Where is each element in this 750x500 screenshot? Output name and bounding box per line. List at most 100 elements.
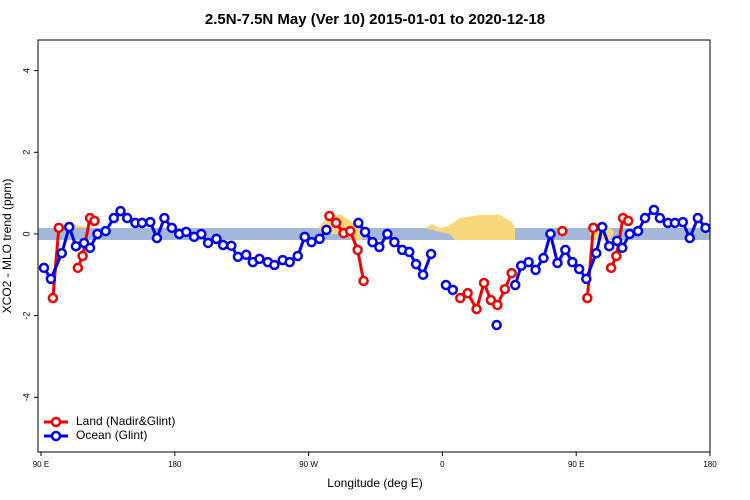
- data-point: [180, 226, 192, 238]
- data-point: [530, 264, 541, 276]
- data-point: [56, 247, 68, 259]
- data-point: [352, 244, 363, 256]
- data-point: [389, 236, 400, 248]
- y-tick-label: 2: [21, 150, 31, 155]
- data-point: [677, 216, 689, 228]
- data-point: [226, 240, 237, 252]
- data-point: [700, 222, 711, 234]
- data-point: [144, 216, 156, 228]
- data-point: [447, 284, 459, 296]
- data-point: [292, 250, 303, 262]
- data-point: [611, 235, 623, 247]
- data-point: [581, 273, 592, 285]
- data-point: [523, 256, 534, 268]
- data-point: [374, 241, 385, 253]
- data-point: [70, 240, 82, 252]
- ocean-band: [38, 228, 710, 240]
- land-shape: [425, 215, 515, 240]
- x-axis-label: Longitude (deg E): [327, 476, 422, 490]
- data-point: [596, 221, 608, 233]
- data-point: [240, 249, 252, 261]
- data-point: [202, 237, 214, 249]
- data-point: [603, 240, 615, 252]
- data-point: [425, 248, 437, 260]
- data-point: [367, 236, 378, 248]
- data-point: [89, 215, 100, 227]
- data-point: [692, 212, 704, 224]
- data-point: [92, 228, 103, 240]
- data-point: [471, 303, 482, 315]
- data-point: [321, 224, 332, 236]
- data-point: [115, 205, 126, 217]
- data-point: [358, 275, 369, 287]
- data-point: [314, 233, 325, 245]
- data-point: [648, 204, 660, 216]
- series: [47, 210, 634, 315]
- data-point: [211, 233, 222, 245]
- data-point: [538, 252, 549, 264]
- data-point: [53, 222, 65, 234]
- data-point: [63, 221, 75, 233]
- data-point: [108, 212, 120, 224]
- data-point: [195, 228, 207, 240]
- data-point: [454, 292, 466, 304]
- y-tick-label: 0: [21, 231, 31, 236]
- data-point: [359, 226, 371, 238]
- y-tick-label: 4: [21, 68, 31, 73]
- data-point: [84, 242, 96, 254]
- data-point: [151, 232, 163, 244]
- data-point: [440, 279, 452, 291]
- legend-label: Ocean (Glint): [76, 428, 147, 442]
- data-point: [485, 294, 497, 306]
- data-point: [410, 258, 422, 270]
- data-point: [72, 262, 84, 274]
- data-point: [344, 225, 356, 237]
- data-point: [100, 225, 111, 237]
- data-point: [632, 225, 644, 237]
- series: [38, 204, 711, 331]
- data-point: [232, 251, 244, 263]
- data-point: [478, 277, 490, 289]
- data-point: [353, 217, 364, 229]
- data-point: [121, 212, 133, 224]
- data-point: [588, 222, 599, 234]
- plot-frame: [37, 39, 711, 453]
- data-point: [217, 239, 229, 251]
- data-point: [605, 262, 617, 274]
- x-tick-label: 180: [168, 460, 182, 469]
- data-point: [684, 232, 696, 244]
- data-point: [509, 279, 521, 291]
- data-point: [622, 215, 634, 227]
- series-line: [585, 227, 595, 299]
- data-point: [462, 287, 473, 299]
- data-point: [269, 259, 280, 271]
- data-point: [38, 262, 50, 274]
- data-point: [284, 256, 295, 268]
- data-point: [166, 222, 178, 234]
- x-tick-label: 0: [440, 460, 445, 469]
- y-tick-label: -2: [21, 312, 31, 320]
- data-point: [611, 250, 622, 262]
- data-point: [591, 247, 602, 259]
- series-line: [51, 227, 61, 299]
- data-point: [136, 217, 148, 229]
- data-point: [654, 212, 666, 224]
- data-point: [573, 263, 585, 275]
- x-tick-label: 90 E: [568, 460, 584, 469]
- data-point: [254, 253, 265, 265]
- data-point: [624, 228, 635, 240]
- x-tick-label: 90 E: [33, 460, 49, 469]
- data-point: [47, 292, 59, 304]
- data-point: [617, 242, 628, 254]
- legend-label: Land (Nadir&Glint): [76, 414, 175, 428]
- data-point: [560, 244, 571, 256]
- data-point: [417, 269, 429, 281]
- data-point: [545, 228, 556, 240]
- data-point: [330, 217, 342, 229]
- data-point: [382, 228, 393, 240]
- data-point: [45, 273, 57, 285]
- legend-marker: [50, 430, 62, 442]
- data-point: [491, 319, 502, 331]
- data-point: [299, 231, 310, 243]
